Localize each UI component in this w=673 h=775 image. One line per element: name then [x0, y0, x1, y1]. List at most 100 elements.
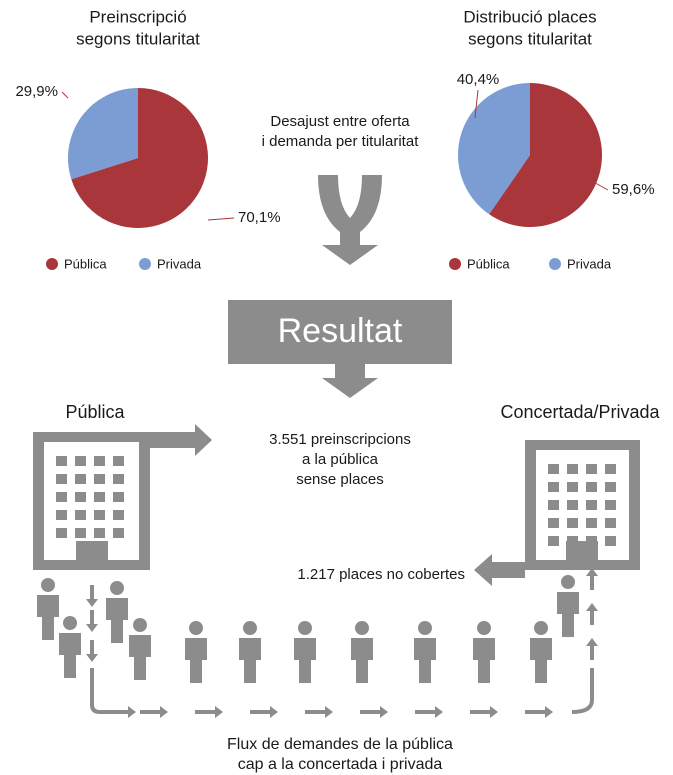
window	[567, 536, 578, 546]
up-arrow	[586, 568, 598, 590]
window	[94, 510, 105, 520]
legend-label: Privada	[157, 256, 202, 271]
public-label: Pública	[65, 402, 125, 422]
person-head	[298, 621, 312, 635]
legend-label: Pública	[64, 256, 107, 271]
down-arrow	[86, 585, 98, 607]
window	[75, 456, 86, 466]
person-body	[106, 598, 128, 643]
down-arrow	[86, 640, 98, 662]
mismatch-label: Desajust entre oferta	[270, 113, 410, 130]
person-head	[189, 621, 203, 635]
window	[605, 518, 616, 528]
result-arrow	[322, 364, 378, 398]
legend-swatch	[139, 258, 151, 270]
chart-title: segons titularitat	[76, 29, 200, 48]
pie-slice	[489, 83, 602, 227]
window	[548, 482, 559, 492]
person-head	[41, 578, 55, 592]
window	[113, 528, 124, 538]
person-body	[185, 638, 207, 683]
window	[75, 492, 86, 502]
pie-slice	[458, 83, 530, 215]
up-arrow	[586, 603, 598, 625]
window	[586, 536, 597, 546]
down-arrow	[86, 610, 98, 632]
person-body	[294, 638, 316, 683]
person-body	[473, 638, 495, 683]
window	[548, 464, 559, 474]
person-body	[59, 633, 81, 678]
mismatch-label: i demanda per titularitat	[262, 133, 420, 150]
person-head	[418, 621, 432, 635]
window	[75, 474, 86, 484]
result-box	[228, 300, 452, 364]
person-head	[477, 621, 491, 635]
legend-label: Privada	[567, 256, 612, 271]
window	[94, 474, 105, 484]
pie-slice	[71, 88, 208, 228]
person-body	[414, 638, 436, 683]
leader-line	[474, 89, 479, 119]
window	[94, 492, 105, 502]
value-label: 70,1%	[238, 209, 281, 226]
up-arrow	[586, 638, 598, 660]
window	[567, 500, 578, 510]
window	[113, 492, 124, 502]
leader-line	[61, 91, 69, 99]
flow-label: cap a la concertada i privada	[238, 756, 443, 773]
window	[56, 528, 67, 538]
window	[548, 518, 559, 528]
chart-title: Preinscripció	[89, 7, 186, 26]
person-body	[530, 638, 552, 683]
flow-arrow	[415, 706, 443, 718]
unplaced-label: sense places	[296, 471, 384, 488]
unplaced-label: 3.551 preinscripcions	[269, 431, 411, 448]
window	[56, 474, 67, 484]
leader-line	[207, 217, 235, 221]
flow-arrow	[140, 706, 168, 718]
pie-slice	[67, 88, 138, 180]
person-head	[63, 616, 77, 630]
private-label: Concertada/Privada	[500, 402, 660, 422]
value-label: 29,9%	[15, 83, 58, 100]
legend-swatch	[549, 258, 561, 270]
window	[605, 536, 616, 546]
window	[113, 456, 124, 466]
flow-label: Flux de demandes de la pública	[227, 736, 453, 753]
chart-title: Distribució places	[463, 7, 596, 26]
window	[75, 528, 86, 538]
uncovered-label: 1.217 places no cobertes	[297, 566, 465, 583]
inflow-arrow	[474, 554, 525, 586]
legend-swatch	[46, 258, 58, 270]
person-head	[355, 621, 369, 635]
person-head	[133, 618, 147, 632]
value-label: 59,6%	[612, 181, 655, 198]
person-body	[37, 595, 59, 640]
window	[586, 500, 597, 510]
flow-arrow	[250, 706, 278, 718]
window	[56, 492, 67, 502]
window	[94, 456, 105, 466]
window	[567, 464, 578, 474]
door	[76, 541, 108, 560]
flow-arrow	[360, 706, 388, 718]
flow-bend	[571, 668, 594, 714]
flow-arrow	[195, 706, 223, 718]
person-head	[110, 581, 124, 595]
window	[605, 464, 616, 474]
window	[548, 500, 559, 510]
window	[605, 500, 616, 510]
window	[548, 536, 559, 546]
window	[113, 474, 124, 484]
chart-title: segons titularitat	[468, 29, 592, 48]
flow-bend	[90, 668, 120, 714]
outflow-arrow	[150, 424, 212, 456]
merge-arrow	[318, 175, 382, 265]
legend-swatch	[449, 258, 461, 270]
flow-arrow	[470, 706, 498, 718]
window	[56, 510, 67, 520]
window	[56, 456, 67, 466]
value-label: 40,4%	[457, 71, 500, 88]
